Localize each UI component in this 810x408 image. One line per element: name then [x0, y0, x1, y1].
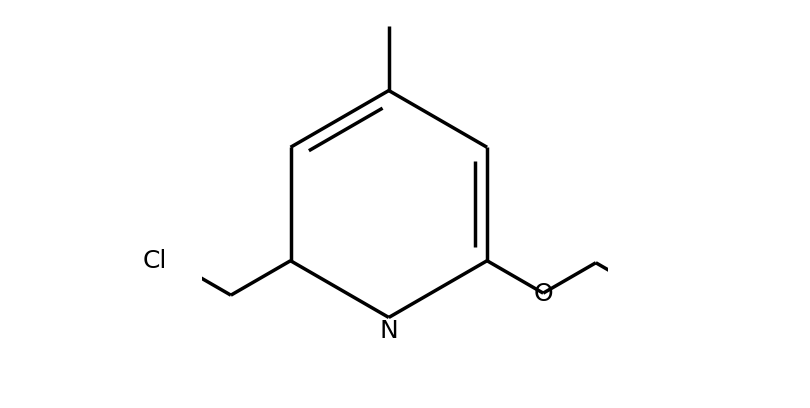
Text: N: N: [379, 319, 399, 344]
Text: O: O: [534, 282, 553, 306]
Text: Cl: Cl: [143, 249, 167, 273]
